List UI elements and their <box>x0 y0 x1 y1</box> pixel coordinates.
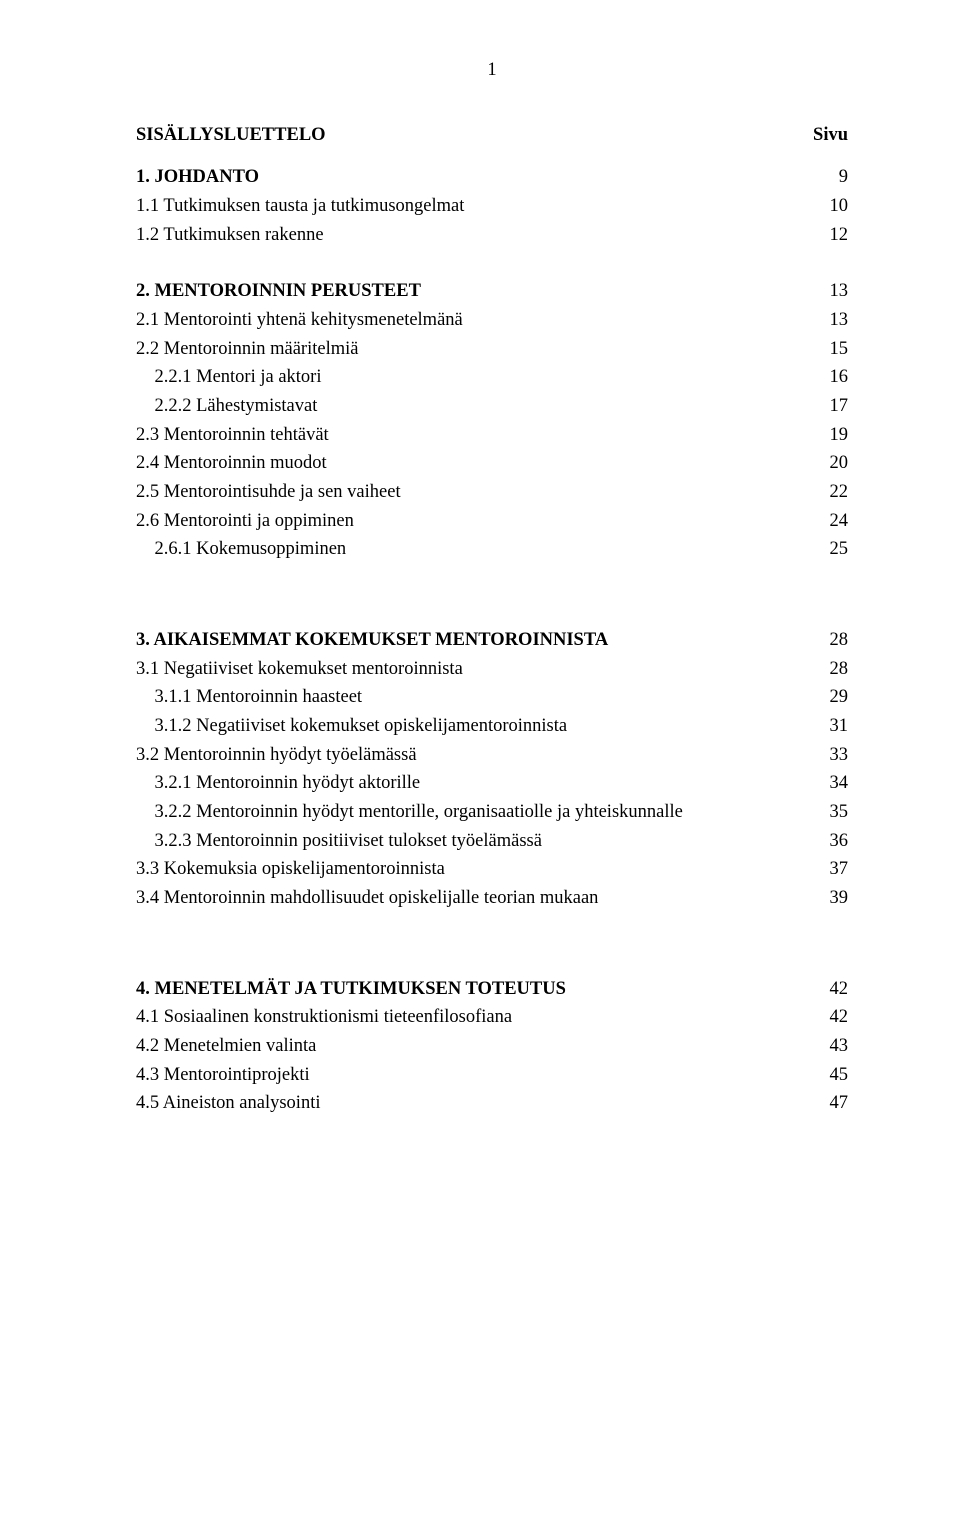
toc-row-page: 29 <box>820 683 848 712</box>
toc-row: 3.2.1 Mentoroinnin hyödyt aktorille34 <box>136 769 848 798</box>
toc-row-page: 10 <box>820 192 848 221</box>
page-column-label: Sivu <box>813 121 848 150</box>
toc-row-page: 42 <box>820 1003 848 1032</box>
toc-row-label: 2.1 Mentorointi yhtenä kehitysmenetelmän… <box>136 306 820 335</box>
page-number: 1 <box>136 56 848 85</box>
toc-row: 2.3 Mentoroinnin tehtävät19 <box>136 421 848 450</box>
toc-row: 2.4 Mentoroinnin muodot20 <box>136 449 848 478</box>
toc-row-label: 2.2 Mentoroinnin määritelmiä <box>136 335 820 364</box>
toc-row-page: 35 <box>820 798 848 827</box>
toc-row: 3.4 Mentoroinnin mahdollisuudet opiskeli… <box>136 884 848 913</box>
toc-heading-label: 1. JOHDANTO <box>136 163 820 192</box>
toc-body: 1. JOHDANTO91.1 Tutkimuksen tausta ja tu… <box>136 163 848 1118</box>
toc-heading-page: 13 <box>820 277 848 306</box>
toc-row: 4.3 Mentorointiprojekti45 <box>136 1061 848 1090</box>
toc-row-label: 1.1 Tutkimuksen tausta ja tutkimusongelm… <box>136 192 820 221</box>
toc-row-page: 45 <box>820 1061 848 1090</box>
toc-row-label: 3.1.2 Negatiiviset kokemukset opiskelija… <box>136 712 820 741</box>
toc-row-page: 12 <box>820 221 848 250</box>
toc-row-page: 20 <box>820 449 848 478</box>
toc-row: 3.1.2 Negatiiviset kokemukset opiskelija… <box>136 712 848 741</box>
toc-heading-row: 1. JOHDANTO9 <box>136 163 848 192</box>
toc-heading-row: 2. MENTOROINNIN PERUSTEET13 <box>136 277 848 306</box>
toc-row-label: 1.2 Tutkimuksen rakenne <box>136 221 820 250</box>
toc-row: 2.5 Mentorointisuhde ja sen vaiheet22 <box>136 478 848 507</box>
toc-row-label: 4.2 Menetelmien valinta <box>136 1032 820 1061</box>
toc-row-label: 3.4 Mentoroinnin mahdollisuudet opiskeli… <box>136 884 820 913</box>
toc-row-label: 3.1.1 Mentoroinnin haasteet <box>136 683 820 712</box>
toc-row: 3.2.2 Mentoroinnin hyödyt mentorille, or… <box>136 798 848 827</box>
toc-row: 2.2.1 Mentori ja aktori16 <box>136 363 848 392</box>
toc-row-label: 2.6 Mentorointi ja oppiminen <box>136 507 820 536</box>
toc-row-page: 47 <box>820 1089 848 1118</box>
toc-header: SISÄLLYSLUETTELO Sivu <box>136 121 848 150</box>
toc-row: 2.6 Mentorointi ja oppiminen24 <box>136 507 848 536</box>
toc-section: 4. MENETELMÄT JA TUTKIMUKSEN TOTEUTUS424… <box>136 975 848 1118</box>
toc-row-label: 2.2.1 Mentori ja aktori <box>136 363 820 392</box>
toc-row-page: 36 <box>820 827 848 856</box>
toc-row-page: 31 <box>820 712 848 741</box>
toc-row: 2.1 Mentorointi yhtenä kehitysmenetelmän… <box>136 306 848 335</box>
toc-row: 3.1 Negatiiviset kokemukset mentoroinnis… <box>136 655 848 684</box>
toc-heading-label: 4. MENETELMÄT JA TUTKIMUKSEN TOTEUTUS <box>136 975 820 1004</box>
toc-row-page: 13 <box>820 306 848 335</box>
toc-row: 4.1 Sosiaalinen konstruktionismi tieteen… <box>136 1003 848 1032</box>
toc-row-label: 3.2.2 Mentoroinnin hyödyt mentorille, or… <box>136 798 820 827</box>
toc-row: 4.5 Aineiston analysointi47 <box>136 1089 848 1118</box>
toc-row: 1.1 Tutkimuksen tausta ja tutkimusongelm… <box>136 192 848 221</box>
toc-row-page: 37 <box>820 855 848 884</box>
toc-row-page: 28 <box>820 655 848 684</box>
toc-row: 2.6.1 Kokemusoppiminen25 <box>136 535 848 564</box>
toc-row-label: 2.6.1 Kokemusoppiminen <box>136 535 820 564</box>
toc-row-page: 34 <box>820 769 848 798</box>
toc-row-page: 16 <box>820 363 848 392</box>
toc-row-page: 19 <box>820 421 848 450</box>
toc-row-page: 15 <box>820 335 848 364</box>
toc-row: 1.2 Tutkimuksen rakenne12 <box>136 221 848 250</box>
toc-row-label: 2.2.2 Lähestymistavat <box>136 392 820 421</box>
toc-row-label: 4.1 Sosiaalinen konstruktionismi tieteen… <box>136 1003 820 1032</box>
toc-row: 3.2 Mentoroinnin hyödyt työelämässä33 <box>136 741 848 770</box>
toc-row-label: 3.2 Mentoroinnin hyödyt työelämässä <box>136 741 820 770</box>
toc-heading-row: 3. AIKAISEMMAT KOKEMUKSET MENTOROINNISTA… <box>136 626 848 655</box>
toc-row-label: 3.3 Kokemuksia opiskelijamentoroinnista <box>136 855 820 884</box>
toc-row-page: 22 <box>820 478 848 507</box>
toc-row-page: 39 <box>820 884 848 913</box>
toc-row-page: 17 <box>820 392 848 421</box>
toc-row: 3.1.1 Mentoroinnin haasteet29 <box>136 683 848 712</box>
toc-row: 2.2 Mentoroinnin määritelmiä15 <box>136 335 848 364</box>
toc-heading-label: 2. MENTOROINNIN PERUSTEET <box>136 277 820 306</box>
toc-row-label: 2.5 Mentorointisuhde ja sen vaiheet <box>136 478 820 507</box>
toc-section: 3. AIKAISEMMAT KOKEMUKSET MENTOROINNISTA… <box>136 626 848 913</box>
toc-section: 1. JOHDANTO91.1 Tutkimuksen tausta ja tu… <box>136 163 848 249</box>
toc-row-label: 3.2.3 Mentoroinnin positiiviset tulokset… <box>136 827 820 856</box>
toc-heading-page: 28 <box>820 626 848 655</box>
toc-row-page: 33 <box>820 741 848 770</box>
toc-row: 3.2.3 Mentoroinnin positiiviset tulokset… <box>136 827 848 856</box>
toc-heading-page: 42 <box>820 975 848 1004</box>
toc-row-label: 3.2.1 Mentoroinnin hyödyt aktorille <box>136 769 820 798</box>
toc-row-label: 3.1 Negatiiviset kokemukset mentoroinnis… <box>136 655 820 684</box>
toc-row-page: 43 <box>820 1032 848 1061</box>
toc-heading-label: 3. AIKAISEMMAT KOKEMUKSET MENTOROINNISTA <box>136 626 820 655</box>
toc-row-label: 4.5 Aineiston analysointi <box>136 1089 820 1118</box>
toc-section: 2. MENTOROINNIN PERUSTEET132.1 Mentoroin… <box>136 277 848 564</box>
toc-row-label: 4.3 Mentorointiprojekti <box>136 1061 820 1090</box>
toc-row: 2.2.2 Lähestymistavat17 <box>136 392 848 421</box>
toc-heading-page: 9 <box>820 163 848 192</box>
toc-row-page: 24 <box>820 507 848 536</box>
toc-row-label: 2.4 Mentoroinnin muodot <box>136 449 820 478</box>
toc-row: 4.2 Menetelmien valinta43 <box>136 1032 848 1061</box>
toc-heading-row: 4. MENETELMÄT JA TUTKIMUKSEN TOTEUTUS42 <box>136 975 848 1004</box>
toc-row: 3.3 Kokemuksia opiskelijamentoroinnista3… <box>136 855 848 884</box>
toc-title: SISÄLLYSLUETTELO <box>136 121 326 150</box>
toc-row-label: 2.3 Mentoroinnin tehtävät <box>136 421 820 450</box>
toc-row-page: 25 <box>820 535 848 564</box>
